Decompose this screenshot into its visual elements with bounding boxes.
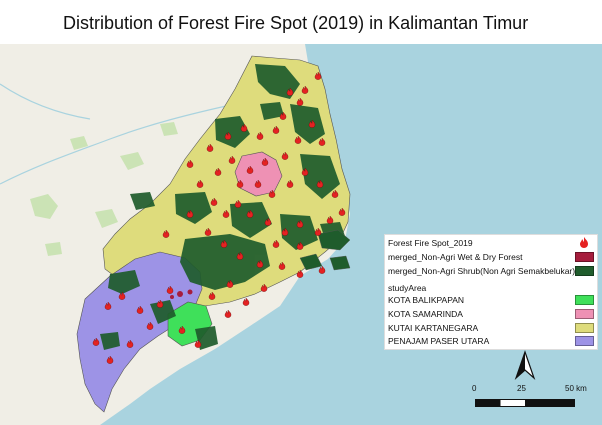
fire-spot-icon	[166, 285, 174, 294]
legend-area-kutai: KUTAI KARTANEGARA	[388, 323, 479, 333]
fire-spot-icon	[246, 165, 254, 174]
fire-spot-icon	[314, 71, 322, 80]
fire-spot-icon	[318, 265, 326, 274]
fire-spot-icon	[240, 123, 248, 132]
fire-spot-icon	[146, 321, 154, 330]
fire-spot-icon	[301, 167, 309, 176]
legend-area-penajam: PENAJAM PASER UTARA	[388, 336, 490, 346]
fire-spot-icon	[296, 219, 304, 228]
fire-spot-icon	[272, 125, 280, 134]
fire-spot-icon	[260, 283, 268, 292]
fire-spot-icon	[316, 179, 324, 188]
fire-spot-icon	[156, 299, 164, 308]
fire-spot-icon	[236, 251, 244, 260]
fire-spot-icon	[220, 239, 228, 248]
fire-spot-icon	[210, 197, 218, 206]
legend-swatch-kutai	[575, 323, 594, 333]
fire-spot-icon	[296, 241, 304, 250]
scale-tick-25: 25	[517, 384, 526, 393]
fire-spot-icon	[222, 209, 230, 218]
fire-spot-icon	[296, 97, 304, 106]
legend-shrub-label: merged_Non-Agri Shrub(Non Agri Semakbelu…	[388, 266, 576, 276]
legend-shrub-swatch	[575, 266, 594, 276]
fire-spot-icon	[296, 269, 304, 278]
delta-islands	[299, 229, 351, 271]
fire-spot-icon	[268, 189, 276, 198]
fire-spot-icon	[256, 259, 264, 268]
fire-spot-icon	[206, 143, 214, 152]
legend-area-balikpapan: KOTA BALIKPAPAN	[388, 295, 465, 305]
fire-spot-icon	[286, 179, 294, 188]
fire-spot-icon	[196, 179, 204, 188]
fire-spot-icon	[331, 189, 339, 198]
river	[0, 83, 236, 185]
fire-spot-icon	[308, 119, 316, 128]
fire-spot-icon	[92, 337, 100, 346]
scale-tick-0: 0	[472, 384, 477, 393]
fire-spot-icon	[228, 155, 236, 164]
fire-spot-icon	[236, 179, 244, 188]
map-title-bar: Distribution of Forest Fire Spot (2019) …	[0, 0, 602, 44]
shrub-cover	[100, 64, 345, 350]
region-kutai-kartanegara[interactable]	[102, 55, 351, 307]
fire-spot-icon	[104, 301, 112, 310]
fire-spot-icon	[178, 325, 186, 334]
fire-spot-icon	[281, 227, 289, 236]
fire-spot-icon	[314, 227, 322, 236]
fire-spot-icon	[234, 199, 242, 208]
fire-spot-icon	[242, 297, 250, 306]
fire-spot-icon	[214, 167, 222, 176]
fire-spot-icon	[194, 339, 202, 348]
fire-spot-icon	[278, 261, 286, 270]
fire-spot-icon	[301, 85, 309, 94]
fire-spot-icon	[272, 239, 280, 248]
fire-spot-icon	[126, 339, 134, 348]
legend-swatch-balikpapan	[575, 295, 594, 305]
fire-spot-icon	[226, 279, 234, 288]
fire-spot-icon	[279, 111, 287, 120]
fire-spots-layer	[92, 71, 346, 364]
fire-spot-icon	[256, 131, 264, 140]
legend-swatch-samarinda	[575, 309, 594, 319]
fire-spot-icon	[224, 131, 232, 140]
legend-swatch-penajam	[575, 336, 594, 346]
fire-spot-icon	[264, 217, 272, 226]
legend-forest-swatch	[575, 252, 594, 262]
legend-forest-label: merged_Non-Agri Wet & Dry Forest	[388, 252, 523, 262]
fire-spot-icon	[204, 227, 212, 236]
background-vegetation	[30, 122, 178, 256]
scale-bar: 0 25 50 km	[470, 384, 600, 414]
fire-spot-icon	[186, 159, 194, 168]
fire-spot-icon	[338, 207, 346, 216]
scale-bar-graphic	[475, 399, 575, 407]
fire-spot-icon	[261, 157, 269, 166]
fire-spot-icon	[286, 87, 294, 96]
scale-tick-50: 50 km	[565, 384, 587, 393]
legend-fire-label: Forest Fire Spot_2019	[388, 238, 473, 248]
fire-spot-icon	[281, 151, 289, 160]
legend-area-samarinda: KOTA SAMARINDA	[388, 309, 463, 319]
fire-spot-icon	[326, 215, 334, 224]
legend-study-area-label: studyArea	[388, 283, 427, 293]
flame-icon	[580, 237, 588, 248]
fire-spot-icon	[318, 137, 326, 146]
forest-cover	[170, 289, 193, 299]
fire-spot-icon	[246, 209, 254, 218]
fire-spot-icon	[208, 291, 216, 300]
legend: Forest Fire Spot_2019 merged_Non-Agri We…	[384, 234, 598, 350]
fire-spot-icon	[254, 179, 262, 188]
fire-spot-icon	[106, 355, 114, 364]
fire-spot-icon	[186, 209, 194, 218]
fire-spot-icon	[118, 291, 126, 300]
fire-spot-icon	[162, 229, 170, 238]
fire-spot-icon	[136, 305, 144, 314]
fire-spot-icon	[224, 309, 232, 318]
north-arrow-icon	[514, 350, 536, 380]
fire-spot-icon	[294, 135, 302, 144]
map-title: Distribution of Forest Fire Spot (2019) …	[63, 13, 529, 33]
